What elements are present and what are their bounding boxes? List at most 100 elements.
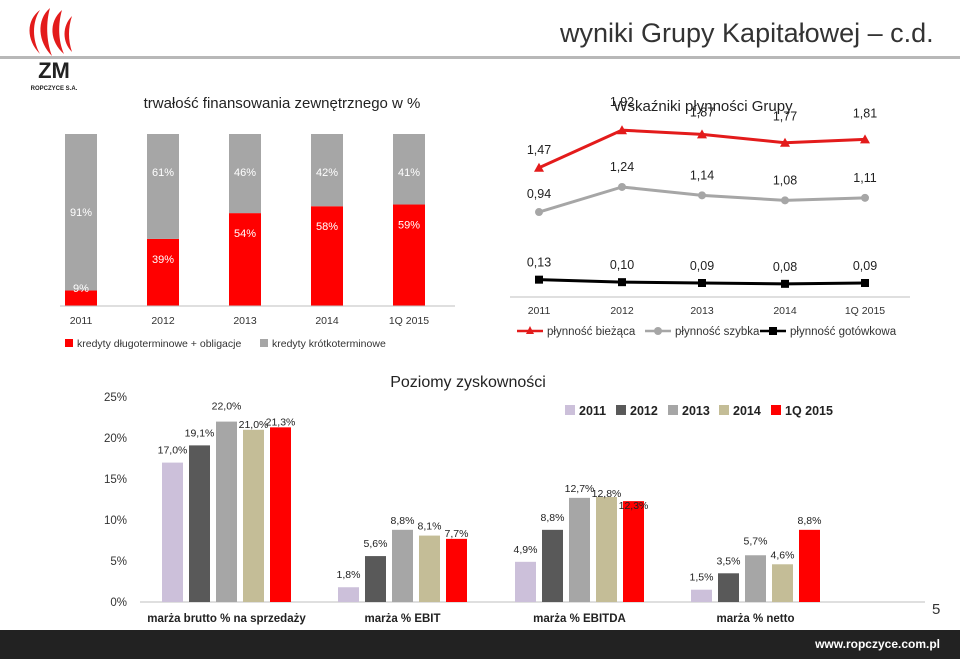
- x-tick-label: 1Q 2015: [845, 305, 885, 317]
- legend-marker: [526, 326, 534, 334]
- data-point: [861, 279, 869, 287]
- legend-label: 2013: [682, 404, 710, 418]
- bar: [623, 501, 644, 602]
- legend-label: 2011: [579, 404, 606, 418]
- bar: [446, 538, 467, 602]
- profitability-chart: Poziomy zyskowności 0% 5% 10% 15% 20% 25% 17,…: [104, 374, 925, 625]
- data-label: 21,0%: [239, 419, 269, 431]
- y-tick-label: 0%: [110, 597, 127, 609]
- data-point: [698, 279, 706, 287]
- funding-stability-chart: trwałość finansowania zewnętrznego w % 9…: [60, 95, 455, 350]
- data-label: 5,7%: [744, 535, 768, 547]
- data-label: 0,13: [527, 256, 551, 270]
- data-label: 5,6%: [364, 538, 388, 550]
- data-label: 1,81: [853, 106, 877, 120]
- legend-label: 2012: [630, 404, 658, 418]
- data-label: 9%: [73, 283, 89, 295]
- chart-title: Poziomy zyskowności: [390, 374, 546, 391]
- bar: [596, 497, 617, 602]
- data-label: 1,87: [690, 105, 714, 119]
- legend-marker: [654, 327, 662, 335]
- data-label: 12,3%: [619, 500, 649, 512]
- legend-swatch: [668, 405, 678, 415]
- bar-segment-short-term: [65, 134, 97, 291]
- x-tick-label: marża % EBITDA: [533, 613, 626, 625]
- data-label: 4,9%: [514, 544, 538, 556]
- data-point: [781, 279, 789, 288]
- chart-title: trwałość finansowania zewnętrznego w %: [144, 95, 421, 112]
- x-tick-label: 2011: [70, 315, 93, 327]
- legend-swatch: [771, 405, 781, 415]
- data-label: 1,47: [527, 143, 551, 157]
- bar: [189, 445, 210, 602]
- data-label: 12,8%: [592, 488, 622, 500]
- series-line: [538, 185, 866, 214]
- bar-segment-long-term: [229, 213, 261, 306]
- data-label: 0,08: [773, 260, 797, 274]
- bar: [243, 429, 264, 602]
- data-label: 1,24: [610, 160, 634, 174]
- data-point: [534, 162, 544, 172]
- bar: [392, 529, 413, 602]
- bar: [542, 529, 563, 602]
- data-label: 7,7%: [445, 528, 469, 540]
- logo-subtext: ROPCZYCE S.A.: [31, 86, 78, 92]
- bar-segment-short-term: [229, 134, 261, 214]
- data-label: 39%: [152, 254, 174, 266]
- data-label: 61%: [152, 167, 174, 179]
- legend-marker: [769, 327, 777, 335]
- bar: [745, 555, 766, 602]
- data-label: 91%: [70, 207, 92, 219]
- logo-text: ZM: [38, 58, 70, 83]
- page-number: 5: [932, 601, 941, 618]
- data-label: 12,7%: [565, 483, 595, 495]
- bar: [162, 462, 183, 602]
- data-point: [781, 196, 789, 205]
- x-tick-label: 2014: [315, 315, 339, 327]
- data-label: 8,8%: [391, 515, 415, 527]
- legend-swatch: [719, 405, 729, 415]
- legend-label: 2014: [733, 404, 761, 418]
- bar-segment-short-term: [311, 134, 343, 207]
- y-tick-label: 10%: [104, 515, 127, 527]
- bar: [338, 587, 359, 602]
- data-label: 1,11: [853, 171, 876, 185]
- data-label: 4,6%: [771, 549, 795, 561]
- data-label: 0,10: [610, 258, 634, 272]
- x-tick-label: marża % EBIT: [364, 613, 440, 625]
- data-label: 58%: [316, 221, 338, 233]
- bar: [772, 564, 793, 602]
- data-label: 54%: [234, 228, 256, 240]
- data-point: [860, 134, 870, 144]
- data-label: 19,1%: [185, 427, 215, 439]
- data-label: 0,09: [853, 259, 877, 273]
- x-tick-label: 2012: [151, 315, 175, 327]
- bar: [569, 497, 590, 602]
- legend-label: płynność bieżąca: [547, 326, 636, 338]
- data-label: 59%: [398, 220, 420, 232]
- y-tick-label: 15%: [104, 474, 127, 486]
- bar-segment-long-term: [311, 206, 343, 306]
- legend-swatch: [616, 405, 626, 415]
- liquidity-chart: Wskaźniki płynności Grupy 1,47 1,92 1,87 1,…: [510, 95, 910, 338]
- bar: [365, 556, 386, 602]
- title-rule: [0, 56, 960, 59]
- bar: [216, 421, 237, 602]
- legend-label: kredyty długoterminowe + obligacje: [77, 338, 241, 350]
- data-label: 21,3%: [266, 416, 296, 428]
- bar-segment-long-term: [65, 290, 97, 306]
- data-label: 8,8%: [798, 515, 822, 527]
- legend-label: 1Q 2015: [785, 404, 833, 418]
- company-logo: ZM ROPCZYCE S.A.: [29, 8, 78, 92]
- y-tick-label: 25%: [104, 392, 127, 404]
- data-point: [698, 191, 706, 200]
- data-label: 22,0%: [212, 401, 242, 413]
- data-label: 1,08: [773, 173, 797, 187]
- x-tick-label: 2014: [773, 305, 797, 317]
- data-label: 17,0%: [158, 445, 188, 457]
- data-point: [617, 125, 627, 135]
- data-point: [780, 137, 790, 147]
- x-tick-label: 2013: [233, 315, 257, 327]
- bar-segment-long-term: [393, 204, 425, 306]
- data-label: 8,8%: [541, 512, 565, 524]
